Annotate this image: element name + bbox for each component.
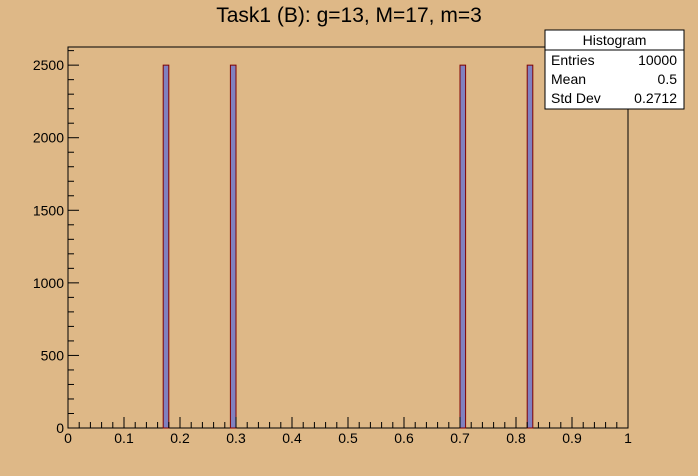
- stats-mean-label: Mean: [551, 71, 586, 87]
- y-tick-label: 1500: [33, 202, 64, 218]
- x-tick-label: 0.2: [170, 430, 190, 446]
- x-tick-label: 0.3: [226, 430, 246, 446]
- histogram-bar: [229, 64, 237, 429]
- y-tick-label: 0: [56, 420, 64, 436]
- x-tick-label: 0: [64, 430, 72, 446]
- x-tick-label: 0.7: [450, 430, 470, 446]
- stats-entries-value: 10000: [638, 52, 677, 68]
- bars-group: [162, 64, 534, 429]
- y-tick-label: 1000: [33, 275, 64, 291]
- x-tick-label: 1: [624, 430, 632, 446]
- histogram-bar: [526, 64, 534, 429]
- x-tick-label: 0.6: [394, 430, 414, 446]
- stats-entries-label: Entries: [551, 52, 595, 68]
- x-tick-label: 0.8: [506, 430, 526, 446]
- x-tick-label: 0.4: [282, 430, 302, 446]
- y-tick-label: 2500: [33, 57, 64, 73]
- x-tick-label: 0.9: [562, 430, 582, 446]
- stats-mean-value: 0.5: [658, 71, 678, 87]
- x-tick-label: 0.5: [338, 430, 358, 446]
- stats-box-title: Histogram: [583, 32, 647, 48]
- y-axis: 0 500 1000 1500 2000 2500: [33, 50, 79, 436]
- plot-area: [67, 46, 629, 429]
- y-tick-label: 2000: [33, 130, 64, 146]
- x-axis: 0 0.1 0.2 0.3 0.4 0.5 0.6 0.7 0.8 0.9 1: [64, 417, 632, 446]
- stats-stddev-value: 0.2712: [634, 90, 677, 106]
- stats-stddev-label: Std Dev: [551, 90, 601, 106]
- chart-title: Task1 (B): g=13, M=17, m=3: [216, 4, 482, 27]
- stats-box-frame: [544, 29, 685, 110]
- stats-box: Histogram Entries 10000 Mean 0.5 Std Dev…: [544, 29, 685, 110]
- histogram-bar: [162, 64, 170, 429]
- y-tick-label: 500: [41, 347, 65, 363]
- histogram-bar: [459, 64, 467, 429]
- x-tick-label: 0.1: [114, 430, 134, 446]
